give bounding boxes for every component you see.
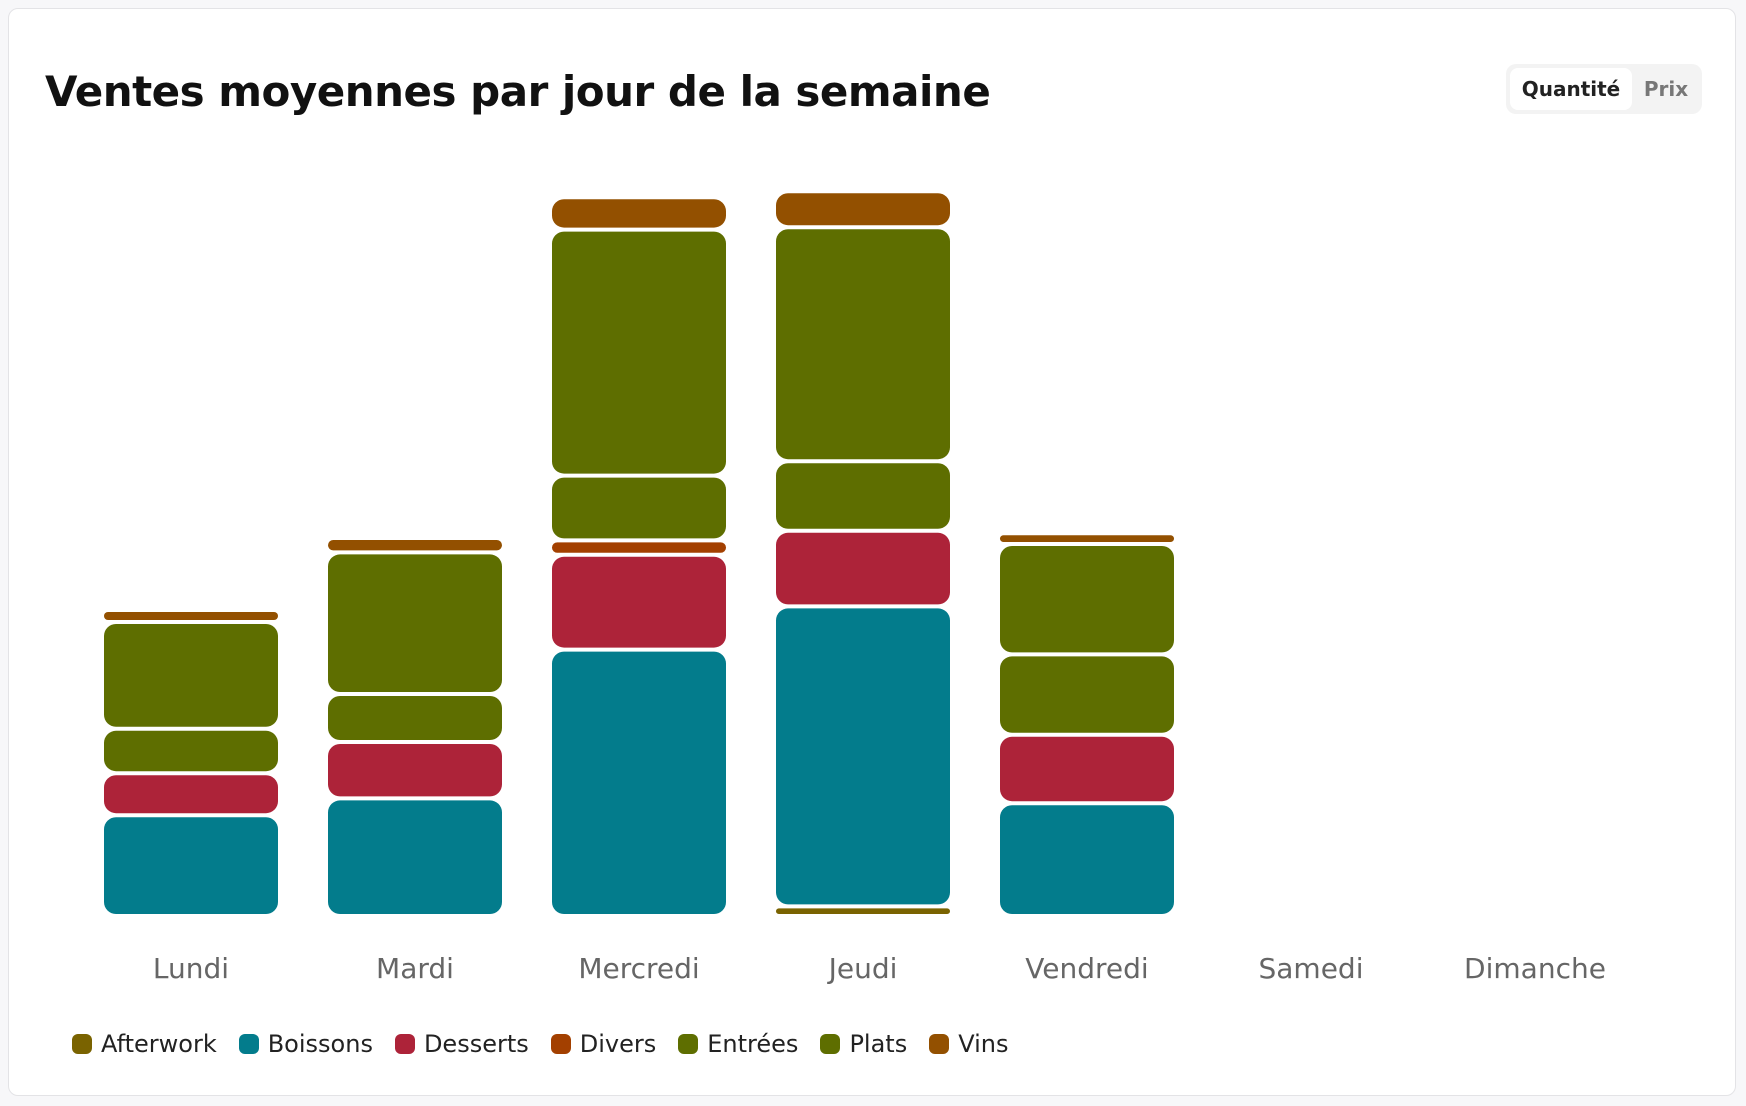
legend-swatch <box>550 1034 571 1054</box>
x-tick-label: Lundi <box>153 952 229 985</box>
bar-lundi-plats[interactable] <box>104 624 278 727</box>
chart-title: Ventes moyennes par jour de la semaine <box>45 67 991 116</box>
bar-vendredi-boissons[interactable] <box>1000 805 1174 914</box>
bar-mercredi-vins[interactable] <box>552 199 726 228</box>
x-tick-label: Mardi <box>376 952 454 985</box>
x-tick-label: Samedi <box>1259 952 1364 985</box>
legend-item-boissons[interactable]: Boissons <box>238 1030 373 1058</box>
bar-vendredi-desserts[interactable] <box>1000 736 1174 802</box>
bar-jeudi-afterwork[interactable] <box>776 908 950 914</box>
bar-jeudi-entrees[interactable] <box>776 463 950 529</box>
toggle-prix[interactable]: Prix <box>1643 77 1689 101</box>
bar-jeudi-desserts[interactable] <box>776 532 950 605</box>
legend-label: Desserts <box>423 1030 529 1058</box>
bar-lundi-desserts[interactable] <box>104 775 278 814</box>
legend-swatch <box>929 1034 950 1054</box>
legend-item-divers[interactable]: Divers <box>550 1030 657 1058</box>
bar-vendredi-vins[interactable] <box>1000 535 1174 542</box>
legend-label: Afterwork <box>101 1030 217 1058</box>
legend-swatch <box>678 1034 699 1054</box>
bar-lundi-vins[interactable] <box>104 612 278 620</box>
bar-mercredi-divers[interactable] <box>552 542 726 553</box>
bar-mardi-entrees[interactable] <box>328 696 502 740</box>
bar-mercredi-entrees[interactable] <box>552 477 726 539</box>
bar-mardi-vins[interactable] <box>328 540 502 551</box>
legend-swatch <box>238 1034 259 1054</box>
legend-label: Vins <box>958 1030 1009 1058</box>
x-tick-label: Vendredi <box>1025 952 1148 985</box>
x-tick-label: Mercredi <box>578 952 699 985</box>
bar-jeudi-boissons[interactable] <box>776 608 950 905</box>
legend-item-vins[interactable]: Vins <box>929 1030 1008 1058</box>
bar-mardi-desserts[interactable] <box>328 744 502 797</box>
bar-mercredi-plats[interactable] <box>552 231 726 474</box>
metric-toggle[interactable]: Quantité Prix <box>1506 64 1702 114</box>
legend-label: Boissons <box>267 1030 373 1058</box>
legend-swatch <box>72 1034 92 1054</box>
bar-mercredi-boissons[interactable] <box>552 651 726 914</box>
chart-card: Ventes moyennes par jour de la semaine Q… <box>8 8 1736 1096</box>
bar-jeudi-vins[interactable] <box>776 193 950 226</box>
legend-label: Divers <box>579 1030 657 1058</box>
legend-swatch <box>394 1034 415 1054</box>
x-tick-label: Jeudi <box>827 952 898 985</box>
bar-vendredi-entrees[interactable] <box>1000 656 1174 733</box>
legend-item-afterwork[interactable]: Afterwork <box>72 1030 217 1058</box>
x-tick-label: Dimanche <box>1464 952 1606 985</box>
toggle-quantite[interactable]: Quantité <box>1510 68 1632 110</box>
legend: Afterwork Boissons Desserts Divers Entrées Pl… <box>72 1030 1008 1058</box>
bar-vendredi-plats[interactable] <box>1000 546 1174 653</box>
bar-mardi-boissons[interactable] <box>328 800 502 914</box>
legend-item-entrees[interactable]: Entrées <box>678 1030 798 1058</box>
legend-label: Plats <box>849 1030 908 1058</box>
legend-item-desserts[interactable]: Desserts <box>394 1030 529 1058</box>
legend-label: Entrées <box>707 1030 799 1058</box>
legend-swatch <box>820 1034 841 1054</box>
bar-jeudi-plats[interactable] <box>776 229 950 460</box>
bar-mardi-plats[interactable] <box>328 554 502 692</box>
legend-item-plats[interactable]: Plats <box>820 1030 907 1058</box>
bar-mercredi-desserts[interactable] <box>552 556 726 648</box>
bar-lundi-entrees[interactable] <box>104 730 278 772</box>
bar-lundi-boissons[interactable] <box>104 817 278 914</box>
